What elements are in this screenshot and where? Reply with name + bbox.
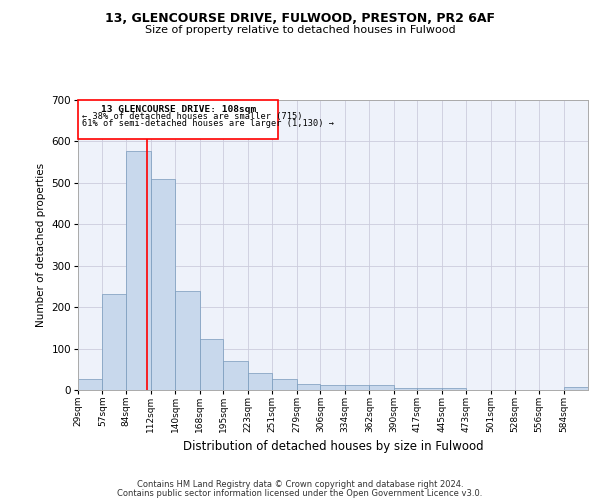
Bar bbox=[272, 379, 296, 390]
Text: Size of property relative to detached houses in Fulwood: Size of property relative to detached ho… bbox=[145, 25, 455, 35]
Bar bbox=[78, 379, 103, 390]
Bar bbox=[223, 360, 248, 390]
X-axis label: Distribution of detached houses by size in Fulwood: Distribution of detached houses by size … bbox=[182, 440, 484, 454]
Text: 13, GLENCOURSE DRIVE, FULWOOD, PRESTON, PR2 6AF: 13, GLENCOURSE DRIVE, FULWOOD, PRESTON, … bbox=[105, 12, 495, 26]
Bar bbox=[320, 384, 345, 390]
Bar bbox=[563, 387, 588, 390]
Bar bbox=[345, 386, 370, 390]
FancyBboxPatch shape bbox=[78, 100, 278, 138]
Bar bbox=[175, 290, 200, 390]
Bar bbox=[248, 373, 272, 390]
Bar bbox=[126, 150, 151, 390]
Text: Contains public sector information licensed under the Open Government Licence v3: Contains public sector information licen… bbox=[118, 488, 482, 498]
Bar bbox=[200, 339, 223, 390]
Bar bbox=[394, 388, 418, 390]
Text: 61% of semi-detached houses are larger (1,130) →: 61% of semi-detached houses are larger (… bbox=[82, 120, 334, 128]
Bar bbox=[151, 178, 175, 390]
Text: 13 GLENCOURSE DRIVE: 108sqm: 13 GLENCOURSE DRIVE: 108sqm bbox=[101, 105, 256, 114]
Bar bbox=[103, 294, 126, 390]
Y-axis label: Number of detached properties: Number of detached properties bbox=[36, 163, 46, 327]
Bar bbox=[418, 388, 442, 390]
Text: ← 38% of detached houses are smaller (715): ← 38% of detached houses are smaller (71… bbox=[82, 112, 303, 122]
Bar bbox=[296, 384, 320, 390]
Bar bbox=[442, 388, 466, 390]
Text: Contains HM Land Registry data © Crown copyright and database right 2024.: Contains HM Land Registry data © Crown c… bbox=[137, 480, 463, 489]
Bar bbox=[370, 386, 394, 390]
